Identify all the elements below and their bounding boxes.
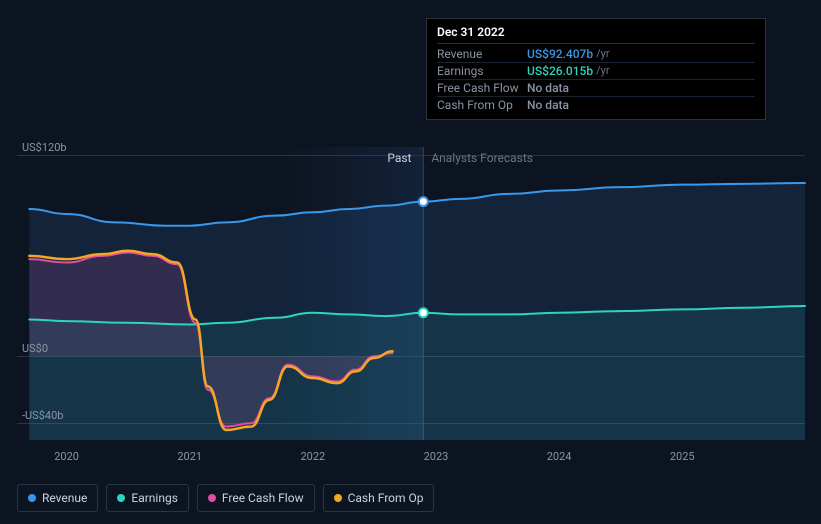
- y-tick-label: -US$40b: [22, 409, 63, 422]
- legend-label: Free Cash Flow: [222, 491, 304, 505]
- legend: Revenue Earnings Free Cash Flow Cash From O…: [17, 484, 434, 512]
- tooltip-value: US$92.407b: [527, 47, 593, 61]
- tooltip-value: No data: [527, 81, 569, 95]
- tooltip-value: US$26.015b: [527, 64, 593, 78]
- legend-item-cash-from-op[interactable]: Cash From Op: [323, 484, 435, 512]
- forecast-label: Analysts Forecasts: [431, 151, 533, 165]
- x-tick-label: 2021: [177, 450, 202, 463]
- legend-dot-icon: [117, 494, 125, 502]
- tooltip-row: EarningsUS$26.015b/yr: [437, 63, 755, 80]
- y-tick-label: US$120b: [22, 141, 67, 154]
- tooltip-row: Cash From OpNo data: [437, 97, 755, 113]
- legend-dot-icon: [28, 494, 36, 502]
- legend-label: Earnings: [131, 491, 178, 505]
- legend-item-revenue[interactable]: Revenue: [17, 484, 98, 512]
- tooltip-label: Cash From Op: [437, 98, 527, 112]
- marker-revenue: [419, 197, 428, 206]
- legend-item-earnings[interactable]: Earnings: [106, 484, 189, 512]
- x-tick-label: 2025: [670, 450, 695, 463]
- tooltip-row: Free Cash FlowNo data: [437, 80, 755, 97]
- y-tick-label: US$0: [22, 342, 48, 355]
- legend-item-free-cash-flow[interactable]: Free Cash Flow: [197, 484, 315, 512]
- x-tick-label: 2020: [54, 450, 79, 463]
- tooltip-unit: /yr: [596, 64, 609, 78]
- tooltip-label: Free Cash Flow: [437, 81, 527, 95]
- tooltip-value: No data: [527, 98, 569, 112]
- tooltip-unit: /yr: [596, 47, 609, 61]
- past-label: Past: [387, 151, 411, 165]
- x-tick-label: 2022: [301, 450, 326, 463]
- x-tick-label: 2023: [424, 450, 449, 463]
- tooltip-date: Dec 31 2022: [437, 25, 755, 44]
- x-tick-label: 2024: [547, 450, 572, 463]
- legend-label: Revenue: [42, 491, 87, 505]
- revenue-area: [29, 183, 805, 440]
- tooltip-label: Revenue: [437, 47, 527, 61]
- tooltip-row: RevenueUS$92.407b/yr: [437, 46, 755, 63]
- legend-label: Cash From Op: [348, 491, 424, 505]
- marker-earnings: [419, 308, 428, 317]
- legend-dot-icon: [208, 494, 216, 502]
- legend-dot-icon: [334, 494, 342, 502]
- tooltip-label: Earnings: [437, 64, 527, 78]
- tooltip: Dec 31 2022RevenueUS$92.407b/yrEarningsU…: [426, 18, 766, 120]
